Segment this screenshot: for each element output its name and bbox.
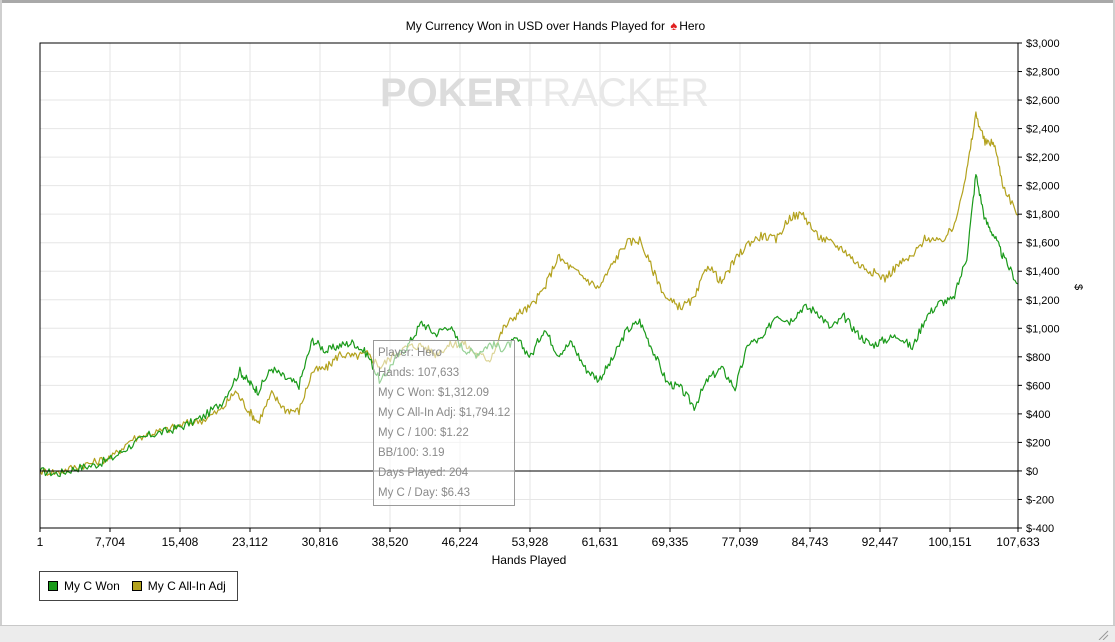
window-top-border <box>0 0 1115 3</box>
plot-frame <box>39 42 1019 529</box>
x-tick-label: 1 <box>37 535 44 549</box>
chart-title-text: My Currency Won in USD over Hands Played… <box>405 19 665 33</box>
spade-icon: ♠ <box>670 18 678 33</box>
x-tick-label: 100,151 <box>928 535 972 549</box>
chart-title: My Currency Won in USD over Hands Played… <box>0 18 1111 33</box>
x-tick-label: 7,704 <box>95 535 125 549</box>
legend-swatch-allin <box>131 581 142 591</box>
y-tick-label: $2,600 <box>1026 95 1060 107</box>
tooltip-days: Days Played: 204 <box>378 467 469 479</box>
y-axis-label: $ <box>1072 284 1084 290</box>
legend-item-won[interactable]: My C Won <box>48 579 120 593</box>
x-tick-label: 46,224 <box>442 535 479 549</box>
grid-layer <box>39 42 1019 529</box>
chart-canvas[interactable]: POKER TRACKER 1 7,704 15,408 23,112 30,816 38… <box>0 0 1111 570</box>
legend-label-won: My C Won <box>64 579 120 593</box>
series-line-allin <box>39 111 1019 476</box>
x-tick-label: 61,631 <box>582 535 619 549</box>
y-tick-label: $2,400 <box>1026 124 1060 136</box>
y-axis: $-400 $-200 $0 $200 $400 $600 $800 $1,000 $1,200… <box>1018 38 1060 535</box>
x-tick-label: 107,633 <box>996 535 1040 549</box>
watermark-tracker: TRACKER <box>518 71 709 115</box>
tooltip-player: Player: Hero <box>378 347 442 359</box>
y-tick-label: $1,600 <box>1026 238 1060 250</box>
x-tick-label: 77,039 <box>722 535 759 549</box>
chart-legend: My C Won My C All-In Adj <box>39 571 238 601</box>
y-tick-label: $1,000 <box>1026 323 1060 335</box>
watermark-poker: POKER <box>380 71 522 115</box>
chart-title-player: Hero <box>679 19 706 33</box>
window-right-border <box>1113 0 1115 627</box>
x-tick-label: 69,335 <box>652 535 689 549</box>
legend-swatch-won <box>48 581 58 591</box>
x-tick-label: 15,408 <box>162 535 199 549</box>
y-tick-label: $1,400 <box>1026 266 1060 278</box>
y-tick-label: $2,200 <box>1026 152 1060 164</box>
y-tick-label: $0 <box>1026 466 1038 478</box>
series-line-won <box>39 174 1019 478</box>
y-tick-label: $1,800 <box>1026 209 1060 221</box>
y-tick-label: $800 <box>1026 352 1050 364</box>
x-tick-label: 84,743 <box>792 535 829 549</box>
resize-grip-icon[interactable] <box>1097 630 1109 640</box>
y-tick-label: $600 <box>1026 380 1050 392</box>
window-left-border <box>0 0 2 627</box>
x-axis-label: Hands Played <box>492 553 567 567</box>
legend-label-allin: My C All-In Adj <box>147 579 226 593</box>
y-tick-label: $1,200 <box>1026 295 1060 307</box>
y-tick-label: $-400 <box>1026 523 1054 535</box>
y-tick-label: $3,000 <box>1026 38 1060 50</box>
tooltip-per100: My C / 100: $1.22 <box>378 427 469 439</box>
tooltip-won: My C Won: $1,312.09 <box>378 387 490 399</box>
x-tick-label: 92,447 <box>862 535 899 549</box>
y-tick-label: $2,800 <box>1026 67 1060 79</box>
y-tick-label: $2,000 <box>1026 181 1060 193</box>
tooltip-allin: My C All-In Adj: $1,794.12 <box>378 407 511 419</box>
hover-tooltip: Player: Hero Hands: 107,633 My C Won: $1… <box>373 340 515 506</box>
tooltip-hands: Hands: 107,633 <box>378 367 460 379</box>
y-tick-label: $200 <box>1026 437 1050 449</box>
x-tick-label: 30,816 <box>302 535 339 549</box>
x-tick-label: 38,520 <box>372 535 409 549</box>
x-tick-label: 53,928 <box>512 535 549 549</box>
x-axis: 1 7,704 15,408 23,112 30,816 38,520 46,224 53,9… <box>37 528 1040 549</box>
series-layer <box>39 111 1019 478</box>
legend-item-allin[interactable]: My C All-In Adj <box>131 579 226 593</box>
watermark: POKER TRACKER <box>380 71 709 115</box>
y-tick-label: $400 <box>1026 409 1050 421</box>
status-strip <box>0 625 1115 642</box>
y-tick-label: $-200 <box>1026 494 1054 506</box>
tooltip-perday: My C / Day: $6.43 <box>378 487 471 499</box>
x-tick-label: 23,112 <box>232 535 268 549</box>
tooltip-bb100: BB/100: 3.19 <box>378 447 445 459</box>
